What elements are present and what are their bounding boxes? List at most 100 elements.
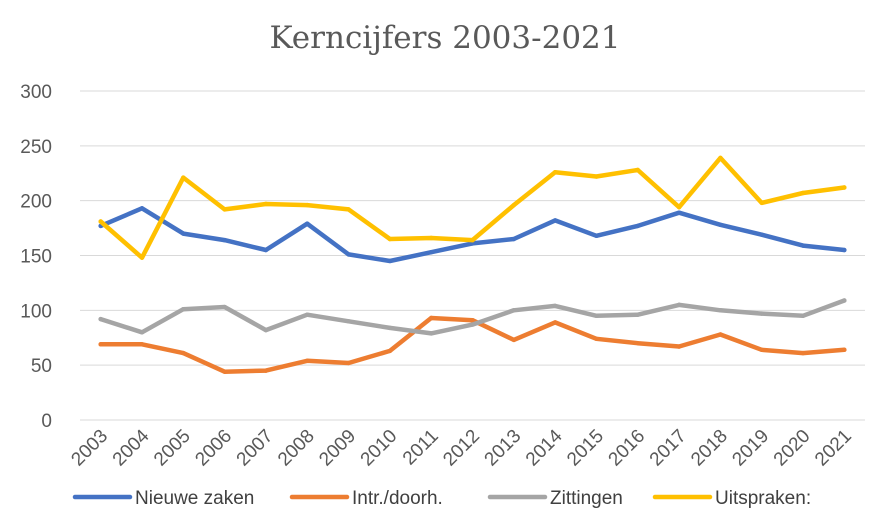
y-tick-label: 150 <box>20 247 52 268</box>
data-point <box>98 342 103 347</box>
data-point <box>842 298 847 303</box>
x-tick-label: 2013 <box>481 426 526 471</box>
data-point <box>222 304 227 310</box>
data-point <box>263 327 269 333</box>
data-point <box>759 232 764 237</box>
series-line-1 <box>98 206 847 264</box>
data-point <box>759 311 764 316</box>
x-tick-label: 2019 <box>728 426 773 471</box>
data-point <box>800 350 806 356</box>
data-point <box>139 255 145 260</box>
x-tick-label: 2012 <box>439 426 484 471</box>
data-point <box>305 312 310 317</box>
x-tick-label: 2016 <box>605 426 650 471</box>
data-point <box>305 202 310 208</box>
data-point <box>552 218 558 223</box>
legend-label: Zittingen <box>550 488 623 509</box>
data-point <box>387 348 393 354</box>
data-point <box>552 303 558 309</box>
data-point <box>346 319 351 324</box>
x-tick-label: 2006 <box>191 426 236 471</box>
y-tick-label: 100 <box>20 301 52 322</box>
data-point <box>759 200 764 206</box>
y-tick-label: 300 <box>20 82 52 103</box>
x-tick-label: 2009 <box>315 426 360 471</box>
data-point <box>139 206 145 211</box>
data-point <box>635 167 640 173</box>
data-point <box>511 236 517 242</box>
data-point <box>800 190 806 196</box>
data-point <box>387 325 393 331</box>
gridlines <box>80 90 865 421</box>
data-point <box>635 312 640 317</box>
data-point <box>470 322 475 327</box>
y-tick-label: 200 <box>20 192 52 213</box>
x-tick-label: 2021 <box>811 426 856 471</box>
x-tick-label: 2005 <box>150 426 195 471</box>
data-point <box>842 247 847 253</box>
data-point <box>222 237 227 243</box>
data-point <box>759 347 764 353</box>
legend-label: Intr./doorh. <box>352 488 443 509</box>
data-point <box>428 250 434 255</box>
data-point <box>181 231 186 236</box>
x-tick-label: 2014 <box>522 425 567 470</box>
data-point <box>511 337 517 343</box>
data-point <box>263 368 269 373</box>
x-tick-label: 2008 <box>274 426 319 471</box>
data-point <box>305 358 310 363</box>
x-axis-ticks: 2003200420052006200720082009201020112012… <box>67 425 855 470</box>
data-point <box>635 223 640 229</box>
x-tick-label: 2010 <box>357 426 402 471</box>
data-point <box>181 350 186 356</box>
data-point <box>428 331 434 336</box>
y-tick-label: 50 <box>31 356 52 377</box>
data-point <box>676 205 682 210</box>
legend-item: Nieuwe zaken <box>72 488 254 509</box>
x-tick-label: 2020 <box>770 426 815 471</box>
data-point <box>263 247 269 253</box>
data-point <box>552 169 558 175</box>
legend-label: Uitspraken: <box>715 488 811 509</box>
x-tick-label: 2003 <box>67 426 112 471</box>
x-tick-label: 2007 <box>233 426 278 471</box>
legend-item: Zittingen <box>487 488 623 509</box>
data-point <box>635 341 640 346</box>
legend-label: Nieuwe zaken <box>135 488 254 509</box>
x-tick-label: 2011 <box>399 426 443 470</box>
data-point <box>676 344 682 349</box>
series-lines <box>98 155 847 374</box>
legend: Nieuwe zaken Intr./doorh. Zittingen Uitspra… <box>72 488 811 509</box>
x-tick-label: 2017 <box>646 426 691 471</box>
data-point <box>552 320 558 325</box>
data-point <box>800 313 806 319</box>
data-point <box>718 222 723 227</box>
data-point <box>470 241 475 246</box>
data-point <box>139 342 145 347</box>
data-point <box>346 360 351 366</box>
data-point <box>511 308 517 313</box>
y-axis-ticks: 0 50 100 150 200 250 300 <box>20 82 52 432</box>
legend-item: Uitspraken: <box>652 488 811 509</box>
data-point <box>305 221 310 226</box>
data-point <box>842 185 847 190</box>
data-point <box>98 316 103 322</box>
data-point <box>594 233 599 238</box>
data-point <box>676 210 682 215</box>
data-point <box>222 207 227 212</box>
data-point <box>428 315 434 321</box>
data-point <box>346 207 351 212</box>
data-point <box>428 235 434 241</box>
data-point <box>387 258 393 264</box>
y-tick-label: 250 <box>20 137 52 158</box>
data-point <box>842 347 847 353</box>
data-point <box>718 155 723 161</box>
legend-item: Intr./doorh. <box>289 488 443 509</box>
series-line-3 <box>98 298 847 336</box>
data-point <box>222 369 227 374</box>
x-tick-label: 2004 <box>109 425 154 470</box>
data-point <box>511 202 517 208</box>
data-point <box>594 174 599 179</box>
data-point <box>594 336 599 342</box>
